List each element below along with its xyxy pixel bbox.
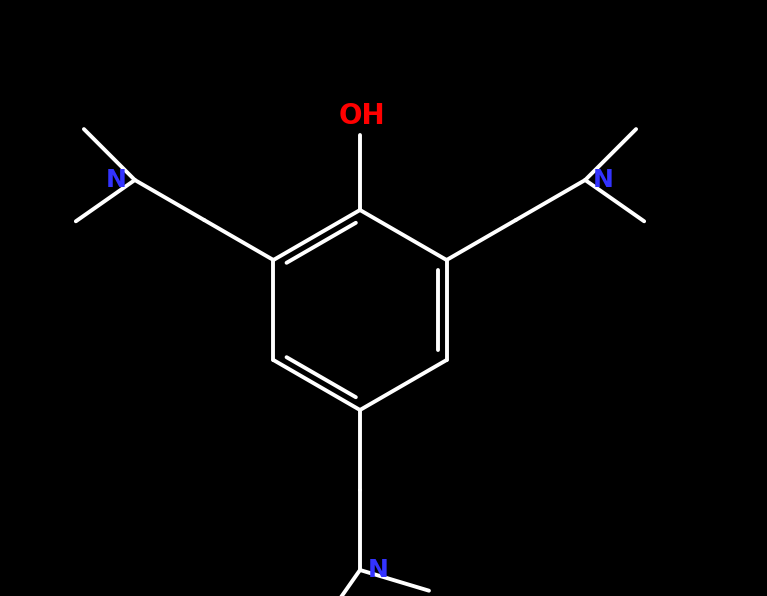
Text: N: N [368, 558, 389, 582]
Text: N: N [106, 168, 127, 192]
Text: OH: OH [339, 102, 385, 130]
Text: N: N [593, 168, 614, 192]
